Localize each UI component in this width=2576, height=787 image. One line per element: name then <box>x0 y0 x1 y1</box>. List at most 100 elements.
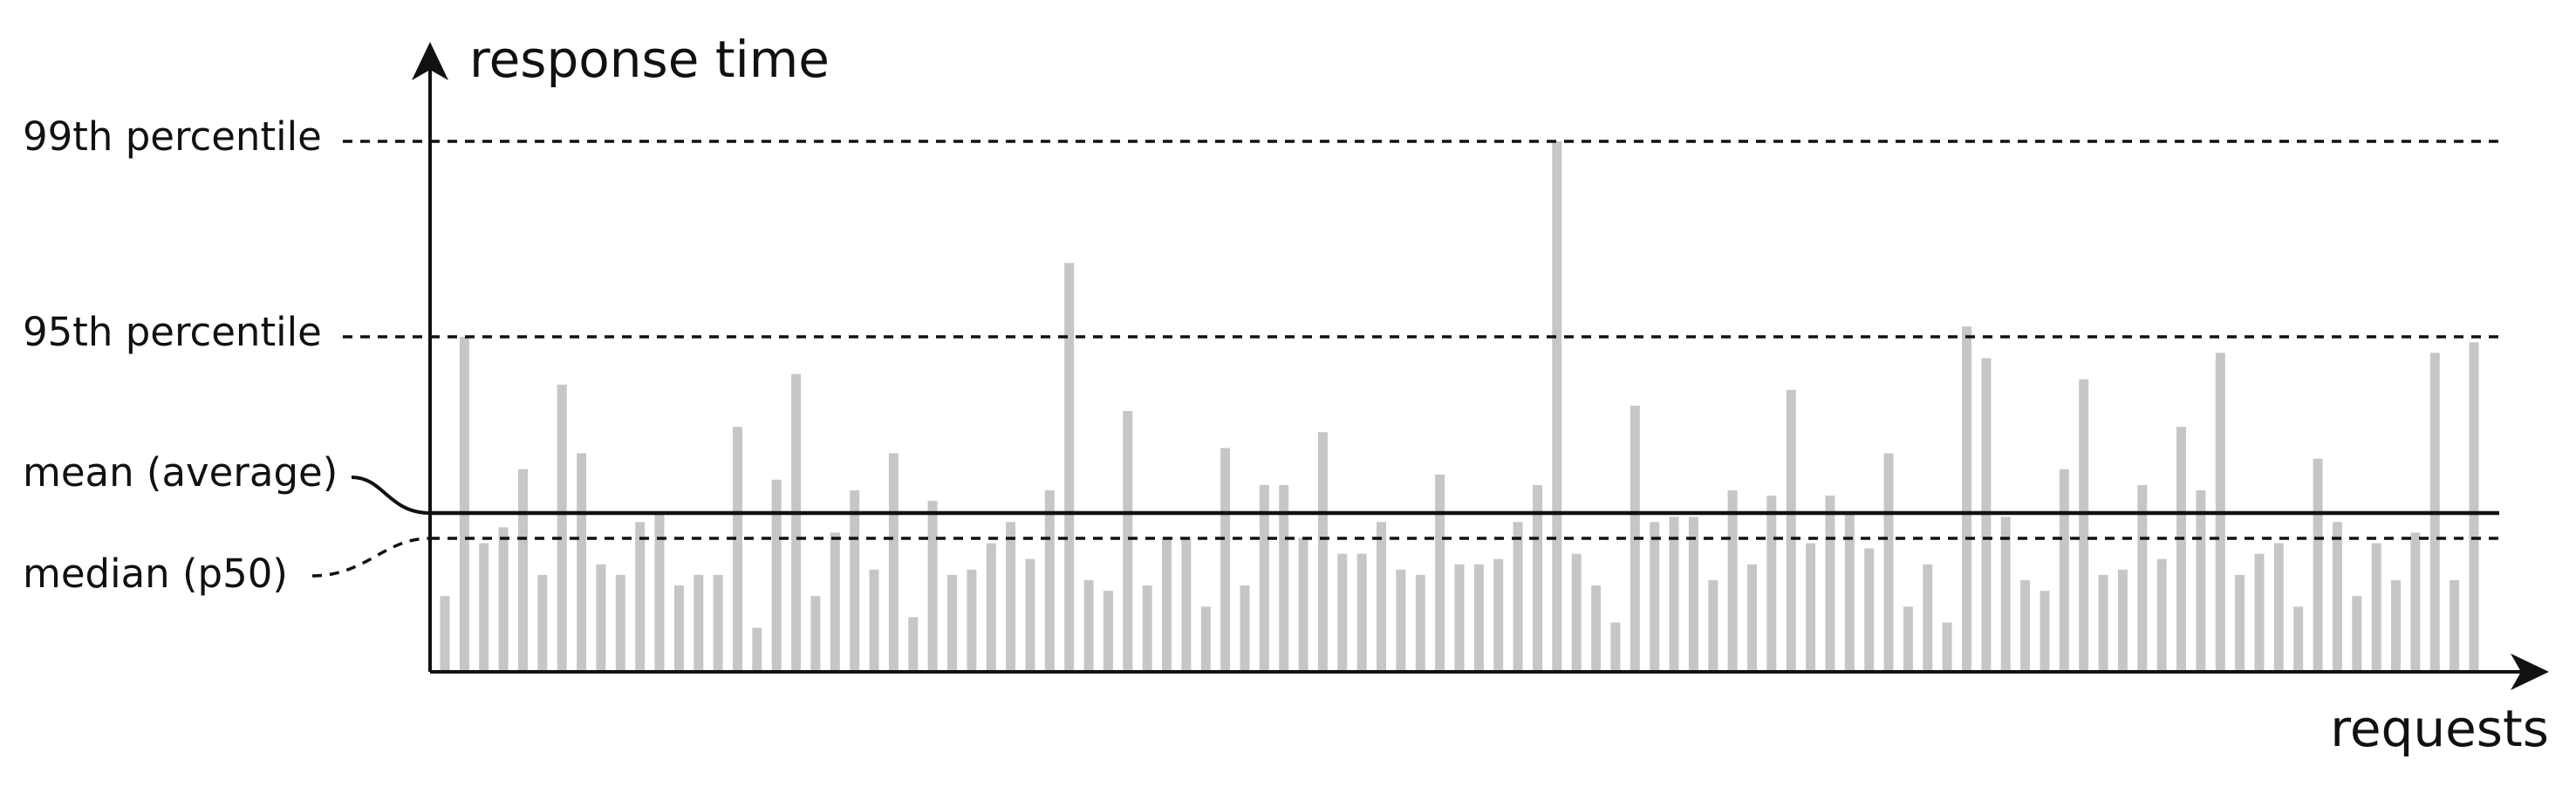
request-bar <box>2293 606 2304 670</box>
x-axis-label: requests <box>2330 699 2549 758</box>
request-bar <box>1240 585 1250 670</box>
request-bar <box>1571 553 1582 670</box>
request-bar <box>1650 522 1660 670</box>
request-bar <box>1415 574 1425 670</box>
request-bar <box>2176 427 2186 670</box>
request-bar <box>1337 553 1348 670</box>
request-bar <box>2254 553 2265 670</box>
request-bar <box>908 617 919 670</box>
request-bar <box>1435 474 1445 670</box>
request-bar <box>673 585 684 670</box>
request-bar <box>2469 342 2479 670</box>
request-bar <box>1747 564 1757 670</box>
request-bar <box>1064 263 1075 670</box>
request-bar <box>1377 522 1386 670</box>
request-bar <box>1142 585 1152 670</box>
request-bar <box>1610 622 1621 670</box>
request-bar <box>537 574 548 670</box>
request-bar <box>1356 553 1367 670</box>
request-bar <box>967 569 977 670</box>
request-bar <box>518 469 528 670</box>
request-bar <box>1044 490 1055 670</box>
request-bar <box>440 596 450 670</box>
request-bar <box>459 337 469 670</box>
request-bar <box>694 574 704 670</box>
request-bar <box>1454 564 1465 670</box>
request-bar <box>850 490 860 670</box>
request-bar <box>986 543 996 670</box>
request-bar <box>869 569 879 670</box>
request-bar <box>2391 580 2401 670</box>
request-bar <box>1844 511 1855 670</box>
request-bar <box>1298 537 1308 670</box>
request-bar <box>1825 496 1835 670</box>
request-bar <box>2098 574 2108 670</box>
request-bar <box>2040 591 2050 670</box>
request-bar <box>947 574 957 670</box>
request-bar <box>557 384 567 670</box>
request-bar <box>1103 591 1113 670</box>
request-bar <box>2352 596 2362 670</box>
request-bar <box>1025 558 1035 670</box>
request-bar <box>2273 543 2284 670</box>
request-bar <box>2079 379 2089 670</box>
request-bar <box>752 627 762 670</box>
request-bar <box>1317 432 1328 670</box>
request-bar <box>1123 411 1133 670</box>
request-bar <box>596 564 606 670</box>
request-bar <box>615 574 625 670</box>
request-bar <box>1220 448 1231 670</box>
mean-connector <box>351 476 431 515</box>
request-bar <box>713 574 723 670</box>
request-bar <box>830 532 840 670</box>
request-bar <box>1727 490 1738 670</box>
request-bar <box>1806 543 1816 670</box>
request-bar <box>635 522 646 670</box>
request-bar <box>771 479 782 670</box>
request-bar <box>1493 558 1504 670</box>
request-bar <box>654 511 665 670</box>
request-bar <box>1786 389 1796 670</box>
request-bar <box>1669 517 1679 670</box>
request-bar <box>888 453 899 670</box>
request-bar <box>791 373 802 670</box>
p99-label: 99th percentile <box>23 113 322 160</box>
request-bar <box>1533 484 1542 670</box>
request-bar <box>1279 484 1289 670</box>
request-bar <box>1708 580 1718 670</box>
request-bar <box>1923 564 1933 670</box>
request-bar <box>2196 490 2206 670</box>
request-bar <box>1552 141 1562 670</box>
request-bar <box>1181 537 1192 670</box>
request-bar <box>927 501 938 670</box>
request-bar <box>2020 580 2031 670</box>
x-axis-arrow-icon <box>2511 654 2549 690</box>
y-axis-arrow-icon <box>412 42 448 80</box>
request-bar <box>2371 543 2381 670</box>
request-bar <box>1006 522 1016 670</box>
request-bar <box>1513 522 1523 670</box>
request-bar <box>2059 469 2069 670</box>
request-bar <box>479 543 489 670</box>
request-bar <box>2117 569 2128 670</box>
request-bar <box>2410 532 2421 670</box>
request-bar <box>1942 622 1952 670</box>
request-bar <box>810 596 821 670</box>
y-axis-label: response time <box>469 30 830 89</box>
mean-label: mean (average) <box>23 449 338 496</box>
request-bar <box>498 527 509 670</box>
request-bar <box>1200 606 1211 670</box>
request-bar <box>2137 484 2148 670</box>
median-label: median (p50) <box>23 551 288 597</box>
request-bar <box>2450 580 2460 670</box>
request-bar <box>1259 484 1269 670</box>
p95-label: 95th percentile <box>23 309 322 355</box>
request-bar <box>2156 558 2167 670</box>
request-bar <box>577 453 587 670</box>
request-bar <box>1864 548 1875 670</box>
request-bar <box>2235 574 2245 670</box>
request-bar <box>1083 580 1094 670</box>
request-bar <box>1473 564 1484 670</box>
request-bar <box>1688 517 1698 670</box>
